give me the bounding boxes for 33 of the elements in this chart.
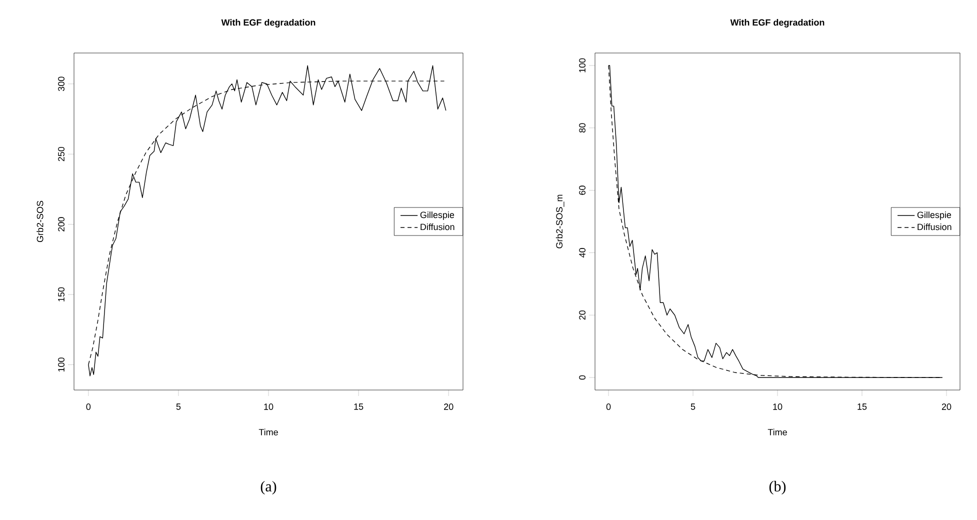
y-tick-label: 100: [58, 358, 64, 372]
y-axis-title: Grb2-SOS: [36, 200, 44, 242]
x-tick-label: 20: [942, 404, 952, 410]
y-tick-label: 100: [579, 58, 586, 72]
y-tick-label: 200: [58, 217, 64, 232]
x-tick-label: 15: [354, 404, 364, 410]
x-tick-label: 20: [444, 404, 454, 410]
y-tick-label: 0: [579, 375, 586, 380]
chart-title: With EGF degradation: [221, 19, 316, 28]
x-tick-label: 5: [176, 404, 181, 410]
y-tick-label: 40: [579, 248, 586, 258]
chart-title: With EGF degradation: [730, 19, 824, 28]
x-tick-label: 0: [606, 404, 611, 410]
legend-label: Diffusion: [420, 224, 454, 230]
y-tick-label: 80: [579, 123, 586, 132]
x-tick-label: 5: [690, 404, 696, 410]
x-tick-label: 10: [264, 404, 274, 410]
text: (a): [260, 480, 276, 495]
x-tick-label: 10: [773, 404, 782, 410]
y-tick-label: 150: [58, 287, 64, 302]
legend-label: Gillespie: [917, 211, 952, 220]
y-tick-label: 20: [579, 310, 586, 320]
legend-label: Diffusion: [918, 223, 952, 230]
y-axis-title: Grb2-SOS_m: [556, 194, 564, 248]
y-tick-label: 250: [58, 146, 64, 162]
x-axis-title: Time: [258, 428, 278, 436]
legend-label: Gillespie: [420, 211, 454, 220]
text: (b): [769, 480, 786, 495]
x-axis-title: Time: [768, 428, 787, 436]
x-tick-label: 0: [86, 404, 91, 410]
y-tick-label: 300: [58, 76, 64, 92]
x-tick-label: 15: [858, 404, 867, 410]
y-tick-label: 60: [579, 186, 586, 195]
